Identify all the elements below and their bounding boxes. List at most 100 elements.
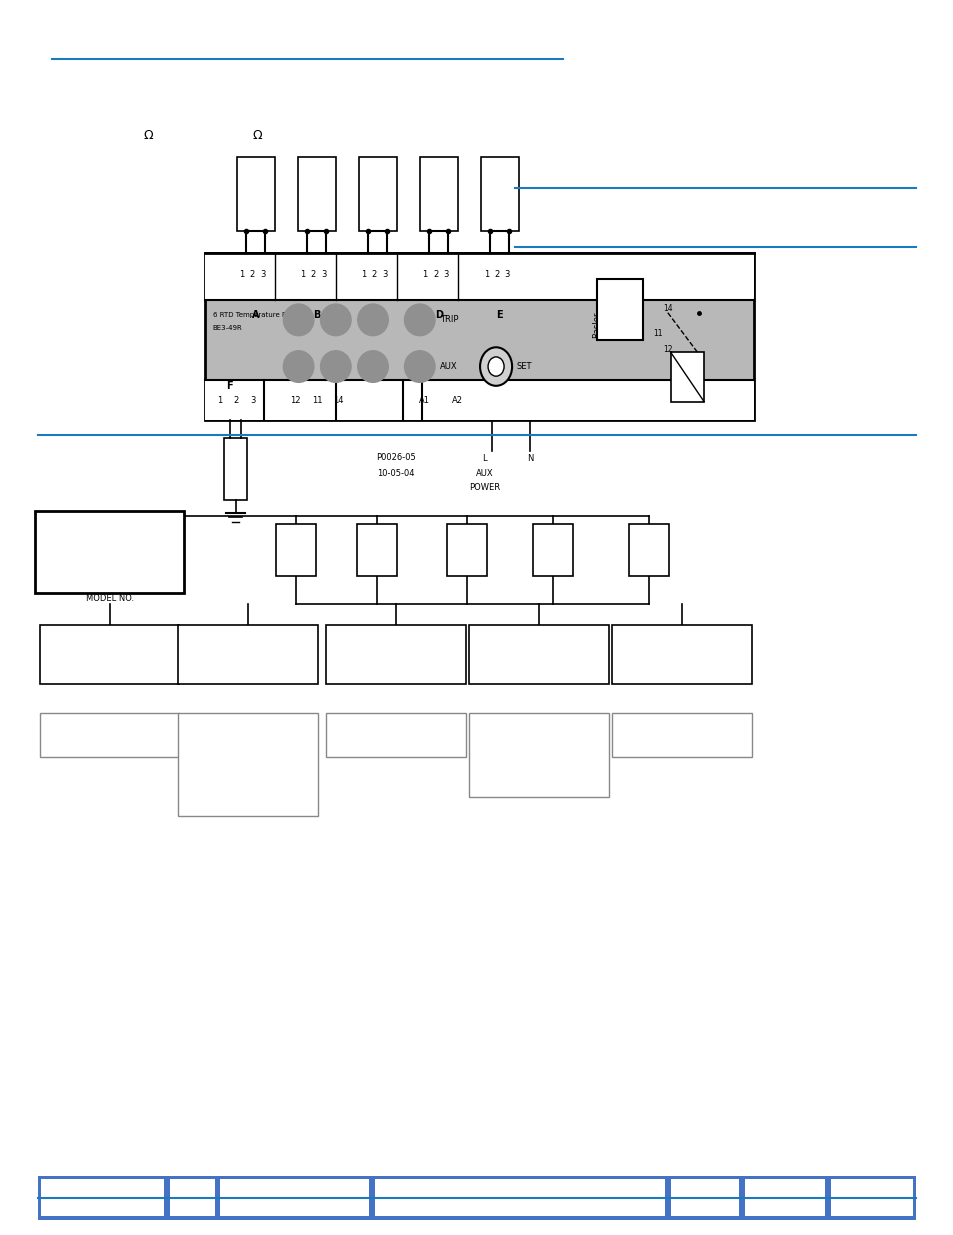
FancyBboxPatch shape (326, 713, 465, 757)
Text: 5) dc: 5) dc (383, 730, 408, 740)
FancyBboxPatch shape (205, 253, 753, 420)
Text: SET: SET (517, 362, 532, 370)
Text: 3: 3 (250, 395, 255, 405)
FancyBboxPatch shape (205, 253, 753, 300)
Text: 1) Energize to trip: 1) Energize to trip (638, 730, 725, 740)
Ellipse shape (320, 351, 351, 383)
FancyBboxPatch shape (670, 1179, 739, 1216)
FancyBboxPatch shape (597, 279, 642, 340)
FancyBboxPatch shape (178, 713, 317, 816)
Text: RTD: RTD (312, 185, 321, 203)
Ellipse shape (357, 304, 388, 336)
Text: 11: 11 (653, 330, 662, 338)
Text: External
Power: External Power (514, 643, 563, 666)
FancyBboxPatch shape (297, 157, 335, 231)
FancyBboxPatch shape (628, 524, 668, 576)
FancyBboxPatch shape (744, 1179, 824, 1216)
Text: B: B (610, 300, 625, 319)
Text: Output
Type: Output Type (661, 643, 701, 666)
Text: Basler: Basler (592, 311, 600, 338)
FancyBboxPatch shape (41, 1179, 164, 1216)
FancyBboxPatch shape (480, 157, 518, 231)
Text: F: F (226, 380, 232, 390)
Text: 5) RTD: 5) RTD (93, 730, 126, 740)
FancyBboxPatch shape (375, 1179, 664, 1216)
Text: 1: 1 (300, 269, 305, 279)
Text: 3: 3 (382, 269, 387, 279)
Text: RTD: RTD (233, 462, 238, 477)
Text: D: D (435, 310, 442, 320)
Text: 3: 3 (260, 269, 265, 279)
Ellipse shape (283, 304, 314, 336)
FancyBboxPatch shape (220, 1179, 369, 1216)
Text: 3: 3 (504, 269, 509, 279)
Text: 1: 1 (361, 269, 366, 279)
Ellipse shape (283, 351, 314, 383)
FancyBboxPatch shape (178, 625, 317, 684)
Text: 1: 1 (643, 542, 653, 557)
FancyBboxPatch shape (447, 524, 487, 576)
FancyBboxPatch shape (533, 524, 573, 576)
FancyBboxPatch shape (612, 713, 751, 757)
Text: RTD: RTD (434, 185, 443, 203)
Text: 2: 2 (311, 269, 315, 279)
Text: 5: 5 (462, 542, 472, 557)
Ellipse shape (479, 347, 512, 385)
FancyBboxPatch shape (670, 352, 703, 401)
FancyBboxPatch shape (38, 1176, 915, 1220)
Text: F: F (370, 321, 375, 331)
Text: N: N (527, 454, 533, 463)
Text: 2: 2 (250, 269, 254, 279)
Text: Nominal
Input Type: Nominal Input Type (216, 643, 279, 666)
Text: RTD: RTD (495, 185, 504, 203)
Text: P0026-05: P0026-05 (375, 453, 416, 462)
Ellipse shape (404, 351, 435, 383)
Text: BE3-49R: BE3-49R (213, 325, 242, 331)
Text: 1: 1 (483, 269, 488, 279)
Text: Frequency: Frequency (365, 650, 426, 659)
Text: A) 120 Vac
B) 240 Vac
E) 24 Vdc: A) 120 Vac B) 240 Vac E) 24 Vdc (512, 739, 565, 771)
FancyBboxPatch shape (275, 524, 315, 576)
Text: E: E (497, 310, 502, 320)
Text: A: A (295, 353, 301, 362)
Text: 2: 2 (233, 395, 238, 405)
Text: AUX: AUX (476, 469, 493, 478)
Text: A1: A1 (418, 395, 430, 405)
Text: L: L (482, 454, 486, 463)
Text: E: E (333, 321, 338, 331)
Ellipse shape (488, 357, 503, 377)
Ellipse shape (404, 304, 435, 336)
Text: C: C (374, 310, 381, 320)
Text: BE3-49R: BE3-49R (80, 537, 139, 550)
Text: 5: 5 (291, 542, 300, 557)
Text: TRIP: TRIP (439, 315, 457, 325)
Text: 2: 2 (372, 269, 376, 279)
FancyBboxPatch shape (612, 625, 751, 684)
FancyBboxPatch shape (224, 438, 247, 500)
Text: A: A (252, 310, 259, 320)
FancyBboxPatch shape (205, 380, 753, 420)
FancyBboxPatch shape (356, 524, 396, 576)
Text: 11: 11 (312, 395, 323, 405)
Text: ®: ® (635, 283, 642, 291)
Text: Sensing
Input Type: Sensing Input Type (78, 643, 141, 666)
FancyBboxPatch shape (469, 713, 608, 797)
Text: C: C (370, 353, 375, 362)
FancyBboxPatch shape (830, 1179, 912, 1216)
FancyBboxPatch shape (469, 625, 608, 684)
Text: B: B (313, 310, 320, 320)
Text: 12: 12 (290, 395, 301, 405)
Ellipse shape (357, 351, 388, 383)
Text: 2: 2 (433, 269, 437, 279)
Text: A2: A2 (451, 395, 462, 405)
Text: 1: 1 (239, 269, 244, 279)
Text: 1: 1 (216, 395, 222, 405)
Text: (6 Input): (6 Input) (79, 561, 140, 573)
FancyBboxPatch shape (40, 625, 179, 684)
Text: 2: 2 (494, 269, 498, 279)
Text: J) 10 Ohms,
Copper
K) 100 Ohms,
Platinum: J) 10 Ohms, Copper K) 100 Ohms, Platinum (214, 742, 281, 787)
Text: 3: 3 (443, 269, 448, 279)
Text: D: D (295, 321, 301, 331)
Text: RTD: RTD (251, 185, 260, 203)
Text: Ω: Ω (143, 130, 152, 142)
